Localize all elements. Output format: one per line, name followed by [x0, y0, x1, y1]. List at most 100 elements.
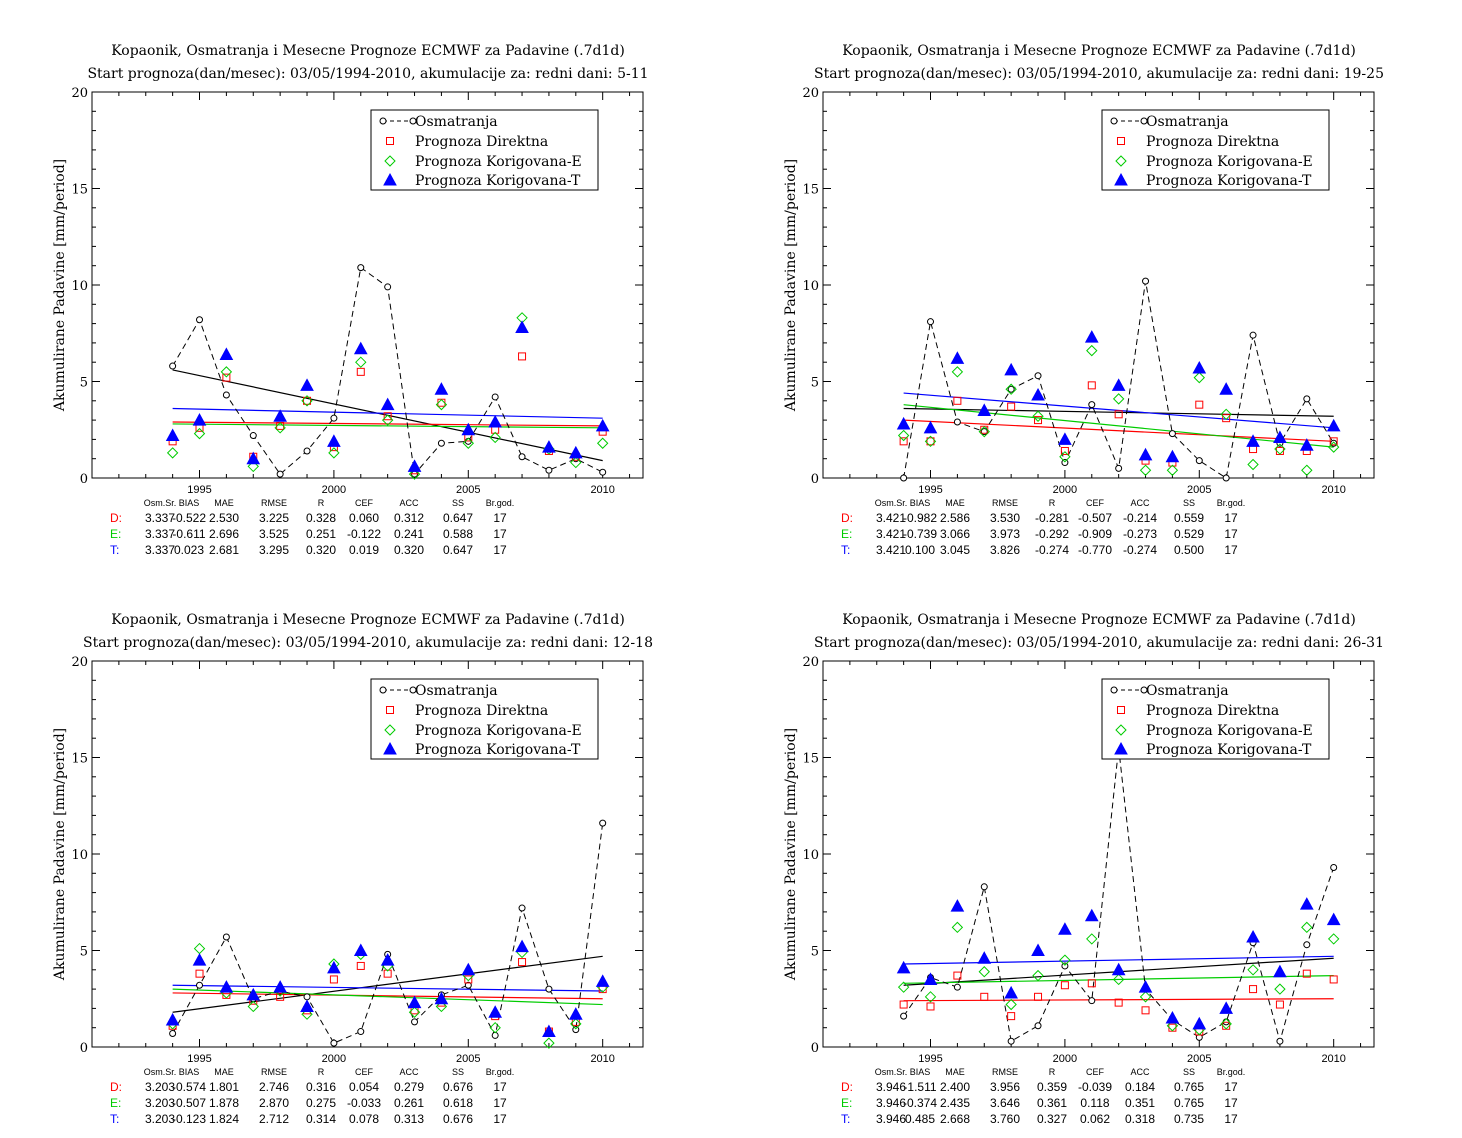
- legend-marker-observed: [1110, 117, 1118, 125]
- stats-value: 3.760: [990, 1112, 1020, 1126]
- point-corrected-t: [1084, 908, 1099, 922]
- point-observed: [1330, 864, 1338, 872]
- stats-header: Br.god.: [1217, 498, 1246, 508]
- y-tick-label: 20: [802, 86, 819, 101]
- point-corrected-e: [897, 981, 910, 993]
- point-corrected-t: [1165, 449, 1180, 463]
- stats-header: Osm.Sr.: [875, 498, 908, 508]
- legend: Osmatranja Prognoza Direktna Prognoza Kori…: [370, 109, 599, 191]
- stats-header: CEF: [1086, 498, 1105, 508]
- point-direct: [303, 396, 312, 405]
- point-corrected-t: [1192, 360, 1207, 374]
- point-corrected-e: [1059, 451, 1071, 463]
- point-direct: [1114, 410, 1123, 419]
- point-direct: [383, 412, 392, 421]
- point-direct: [1087, 381, 1096, 390]
- stats-value: 0.676: [443, 1080, 473, 1094]
- point-observed: [330, 1039, 338, 1047]
- y-tick-label: 5: [811, 376, 819, 391]
- legend-marker-corrected-t: [383, 741, 397, 755]
- point-corrected-e: [978, 966, 990, 978]
- point-direct: [464, 975, 473, 984]
- trend-line-2: [903, 419, 1334, 442]
- point-corrected-t: [515, 320, 529, 333]
- point-direct: [899, 437, 908, 446]
- trend-line-1: [903, 407, 1334, 417]
- point-corrected-t: [327, 434, 341, 447]
- point-direct: [383, 969, 392, 978]
- stats-value: 1.878: [209, 1096, 239, 1110]
- stats-value: 0.588: [443, 527, 473, 541]
- point-corrected-t: [300, 999, 314, 1012]
- stats-value: 3.973: [990, 527, 1020, 541]
- trend-line-4: [903, 955, 1334, 965]
- stats-value: 3.525: [259, 527, 289, 541]
- y-axis-label: Akumulirane Padavine [mm/period]: [783, 728, 799, 981]
- legend-marker-direct: [1117, 137, 1125, 145]
- stats-value: 0.279: [394, 1080, 424, 1094]
- point-corrected-e: [951, 366, 964, 378]
- point-observed: [900, 474, 908, 482]
- point-corrected-e: [543, 1037, 555, 1049]
- point-corrected-t: [1004, 985, 1018, 999]
- y-tick-label: 20: [802, 655, 819, 670]
- trend-line-3: [903, 404, 1334, 448]
- stats-value: -0.033: [347, 1096, 381, 1110]
- x-tick-label: 1995: [187, 484, 211, 496]
- stats-value: 0.327: [1037, 1112, 1067, 1126]
- stats-header: BIAS: [179, 1067, 200, 1077]
- legend-marker-corrected-e: [384, 155, 396, 167]
- point-corrected-t: [165, 1012, 180, 1026]
- point-corrected-t: [219, 347, 234, 360]
- stats-value: 3.946: [876, 1080, 906, 1094]
- point-corrected-t: [896, 960, 911, 974]
- point-corrected-t: [923, 972, 938, 985]
- point-observed: [980, 428, 988, 436]
- stats-value: 0.312: [394, 511, 424, 525]
- stats-header: RMSE: [261, 1067, 287, 1077]
- point-observed: [330, 414, 338, 422]
- point-corrected-t: [461, 962, 476, 976]
- stats-table: Osm.Sr. BIAS MAE RMSE R CEF ACC SS Br.god. D: 3.42…: [841, 498, 1245, 557]
- stats-value: 3.530: [990, 511, 1020, 525]
- point-corrected-t: [1273, 964, 1287, 978]
- chart-panel-1: Kopaonik, Osmatranja i Mesecne Prognoze …: [52, 43, 649, 557]
- point-corrected-e: [328, 447, 340, 459]
- stats-value: 3.066: [940, 527, 970, 541]
- point-corrected-t: [407, 995, 422, 1009]
- stats-value: 3.421: [876, 511, 906, 525]
- legend-marker-direct: [386, 137, 394, 145]
- legend: Osmatranja Prognoza Direktna Prognoza Kori…: [1101, 109, 1330, 191]
- stats-header: ACC: [1130, 1067, 1150, 1077]
- stats-value: 3.946: [876, 1112, 906, 1126]
- point-observed: [357, 264, 365, 272]
- point-corrected-e: [166, 447, 179, 459]
- stats-header: MAE: [214, 1067, 234, 1077]
- point-corrected-e: [1112, 973, 1125, 986]
- x-tick-label: 1995: [187, 1053, 211, 1065]
- point-corrected-t: [165, 428, 180, 442]
- point-corrected-t: [1219, 1001, 1234, 1014]
- point-corrected-t: [1246, 434, 1260, 447]
- point-corrected-t: [1058, 922, 1072, 935]
- legend-label: Prognoza Direktna: [415, 703, 548, 719]
- point-corrected-t: [1273, 430, 1287, 443]
- legend-label: Prognoza Korigovana-E: [1146, 723, 1313, 739]
- point-corrected-t: [1299, 897, 1314, 910]
- point-corrected-e: [1166, 464, 1179, 476]
- stats-value: 2.400: [940, 1080, 970, 1094]
- y-tick-label: 0: [811, 1041, 819, 1056]
- point-corrected-t: [1111, 378, 1126, 391]
- stats-value: -0.507: [1078, 511, 1112, 525]
- legend-marker-observed: [379, 686, 387, 694]
- stats-value: -0.292: [1035, 527, 1069, 541]
- stats-value: -0.739: [903, 527, 937, 541]
- point-corrected-t: [1138, 447, 1153, 461]
- point-corrected-e: [489, 431, 501, 444]
- stats-row-label: E:: [841, 527, 852, 541]
- legend-marker-corrected-t: [383, 172, 397, 186]
- point-observed: [1168, 430, 1176, 438]
- point-corrected-t: [1165, 1011, 1180, 1024]
- point-direct: [1007, 402, 1016, 411]
- chart-title: Kopaonik, Osmatranja i Mesecne Prognoze …: [842, 43, 1356, 59]
